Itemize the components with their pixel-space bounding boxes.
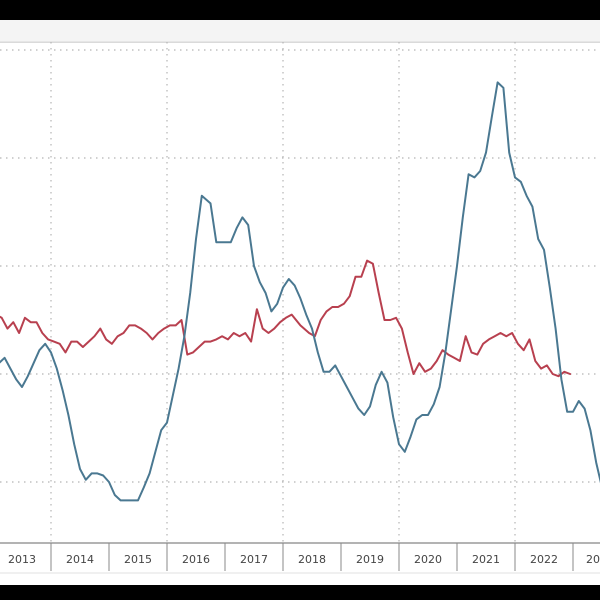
x-tick-label: 2015 [124, 553, 152, 566]
x-tick-label: 2020 [414, 553, 442, 566]
x-tick-label: 20 [586, 553, 600, 566]
line-chart: 2013 2014 2015 2016 2017 2018 2019 2020 2021 2022… [0, 41, 600, 574]
x-tick-label: 2019 [356, 553, 384, 566]
x-axis: 2013 2014 2015 2016 2017 2018 2019 2020 2021 2022… [0, 542, 600, 574]
x-tick-label: 2016 [182, 553, 210, 566]
series-lines [0, 81, 600, 502]
x-tick-label: 2017 [240, 553, 268, 566]
horizontal-gridlines [0, 41, 600, 483]
chart-window: 2013 2014 2015 2016 2017 2018 2019 2020 2021 2022… [0, 20, 600, 585]
x-tick-label: 2018 [298, 553, 326, 566]
x-tick-label: 2021 [472, 553, 500, 566]
red-series-line [0, 259, 572, 378]
x-tick-label: 2013 [8, 553, 36, 566]
x-tick-label: 2014 [66, 553, 94, 566]
vertical-gridlines [50, 42, 516, 543]
x-tick-label: 2022 [530, 553, 558, 566]
blue-series-line [0, 81, 600, 502]
x-axis-band [0, 543, 600, 573]
